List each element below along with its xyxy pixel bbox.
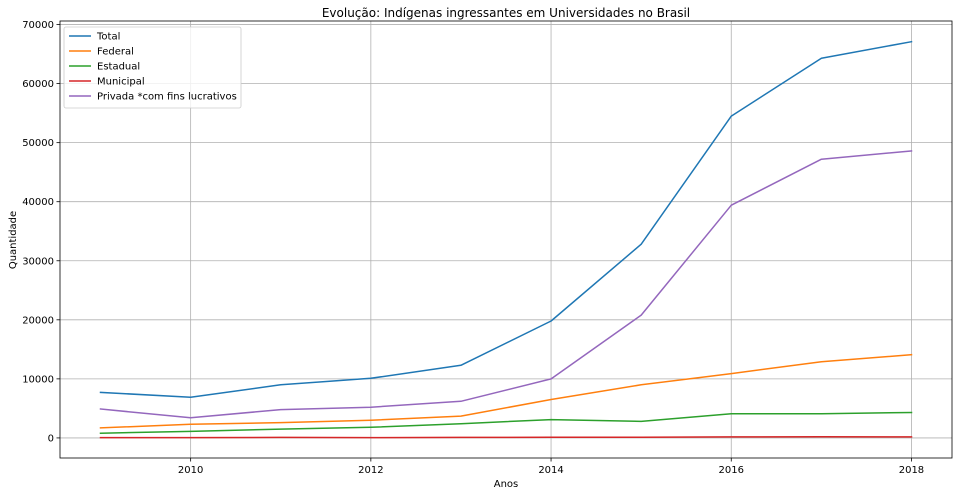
legend-label: Privada *com fins lucrativos [97,92,237,103]
y-tick-label: 10000 [22,374,54,385]
series-line [99,435,913,439]
x-axis-label: Anos [494,479,519,490]
plot-frame [59,20,953,459]
x-tick-label: 2010 [178,465,203,476]
y-tick-label: 30000 [22,256,54,267]
legend-box [63,26,242,109]
series-lines [99,40,913,439]
legend: Total Federal Estadual Municipal Privada *co… [63,26,242,109]
series-line [99,40,913,398]
y-tick-label: 70000 [22,20,54,31]
legend-label: Estadual [97,62,140,73]
legend-label: Municipal [97,77,145,88]
series-line [99,411,913,434]
y-axis-label: Quantidade [8,211,19,269]
legend-label: Total [96,32,120,43]
grid-lines [60,21,952,458]
series-line [99,353,913,429]
x-tick-label: 2012 [358,465,383,476]
x-tick-label: 2016 [719,465,744,476]
y-tick-label: 20000 [22,315,54,326]
chart-title: Evolução: Indígenas ingressantes em Univ… [322,6,690,20]
y-tick-label: 50000 [22,138,54,149]
y-tick-label: 40000 [22,197,54,208]
x-tick-label: 2014 [538,465,563,476]
x-tick-label: 2018 [899,465,924,476]
y-tick-label: 60000 [22,79,54,90]
legend-label: Federal [97,47,134,58]
x-axis: 2010 2012 2014 2016 2018 [178,458,924,476]
series-line [99,150,913,419]
y-tick-label: 0 [48,433,54,444]
y-axis: 0 10000 20000 30000 40000 50000 60000 70000 [22,20,60,444]
